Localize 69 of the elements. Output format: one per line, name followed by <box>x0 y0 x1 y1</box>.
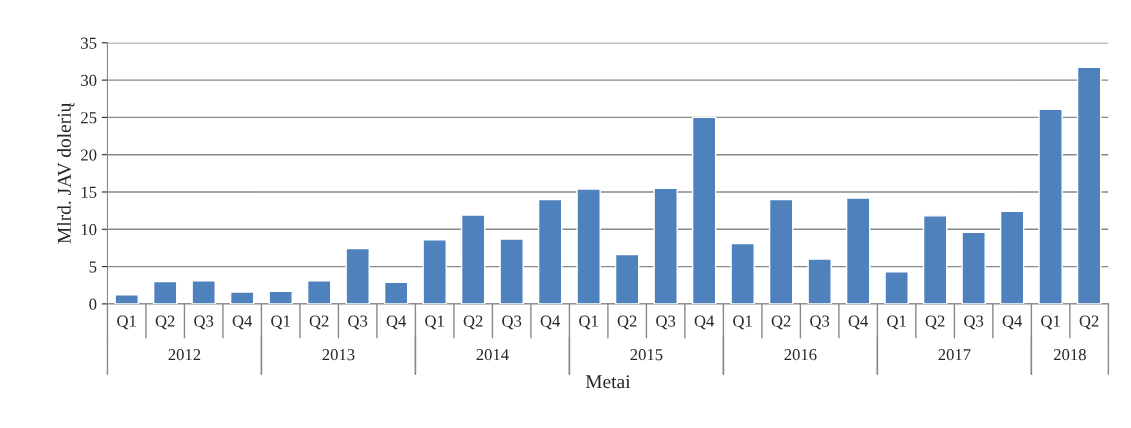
bar <box>884 271 909 304</box>
y-tick-label: 5 <box>89 261 97 273</box>
x-axis-title: Metai <box>585 375 631 389</box>
bar <box>922 215 948 304</box>
bar <box>614 253 640 304</box>
bar <box>268 290 293 304</box>
bar <box>537 198 563 304</box>
x-tick-label: Q2 <box>309 315 329 330</box>
bar <box>306 280 332 304</box>
bar <box>191 280 216 304</box>
bar <box>345 247 370 304</box>
y-tick-label: 20 <box>81 149 97 161</box>
bar <box>576 188 601 304</box>
x-tick-label: Q4 <box>386 315 407 330</box>
x-tick-label: Q2 <box>463 315 483 330</box>
bar <box>422 239 447 304</box>
x-tick-label: Q1 <box>425 315 444 330</box>
x-tick-label: Q2 <box>1079 315 1099 330</box>
bar <box>999 210 1025 304</box>
y-tick-label: 25 <box>81 112 97 124</box>
x-tick-label: Q4 <box>1002 315 1023 330</box>
text: 2013 <box>322 349 355 361</box>
text: 2017 <box>938 349 971 361</box>
x-tick-label: Q1 <box>271 315 290 330</box>
bar <box>383 281 409 304</box>
bar <box>653 187 678 304</box>
bar <box>768 198 794 304</box>
y-tick-label: 10 <box>81 223 97 236</box>
bar <box>730 242 755 304</box>
bar <box>961 231 986 304</box>
x-tick-label: Q4 <box>232 315 253 330</box>
bar <box>1076 66 1102 304</box>
bar <box>229 291 255 304</box>
x-tick-label: Q3 <box>502 315 522 330</box>
text: 2014 <box>476 349 509 361</box>
bar <box>152 280 178 304</box>
x-tick-label: Q1 <box>733 315 752 330</box>
bar <box>845 197 871 304</box>
x-tick-label: Q3 <box>194 315 214 330</box>
text: 2018 <box>1053 349 1086 361</box>
bar <box>691 116 717 304</box>
x-tick-label: Q3 <box>810 315 830 330</box>
x-tick-label: Q2 <box>925 315 945 330</box>
x-tick-label: Q1 <box>579 315 598 330</box>
x-tick-label: Q3 <box>964 315 984 330</box>
y-tick-label: 35 <box>81 37 97 49</box>
x-tick-label: Q1 <box>1041 315 1060 330</box>
bar <box>114 294 139 304</box>
x-tick-label: Q4 <box>848 315 869 330</box>
y-tick-label: 30 <box>81 74 97 87</box>
x-tick-label: Q2 <box>155 315 175 330</box>
x-tick-label: Q3 <box>348 315 368 330</box>
text: 2015 <box>630 349 663 361</box>
bar <box>460 214 486 304</box>
bar <box>807 258 832 304</box>
y-axis-title: Mlrd. JAV dolerių <box>57 102 75 244</box>
x-tick-label: Q1 <box>117 315 136 330</box>
bar <box>499 238 524 304</box>
x-tick-label: Q1 <box>887 315 906 330</box>
text: 2012 <box>168 349 201 361</box>
x-tick-label: Q2 <box>617 315 637 330</box>
text: 2016 <box>784 349 817 361</box>
x-tick-label: Q2 <box>771 315 791 330</box>
y-tick-label: 0 <box>89 298 97 310</box>
x-tick-label: Q4 <box>540 315 561 330</box>
x-tick-label: Q3 <box>656 315 676 330</box>
bar <box>1038 108 1063 304</box>
x-tick-label: Q4 <box>694 315 715 330</box>
y-tick-label: 15 <box>81 186 97 198</box>
